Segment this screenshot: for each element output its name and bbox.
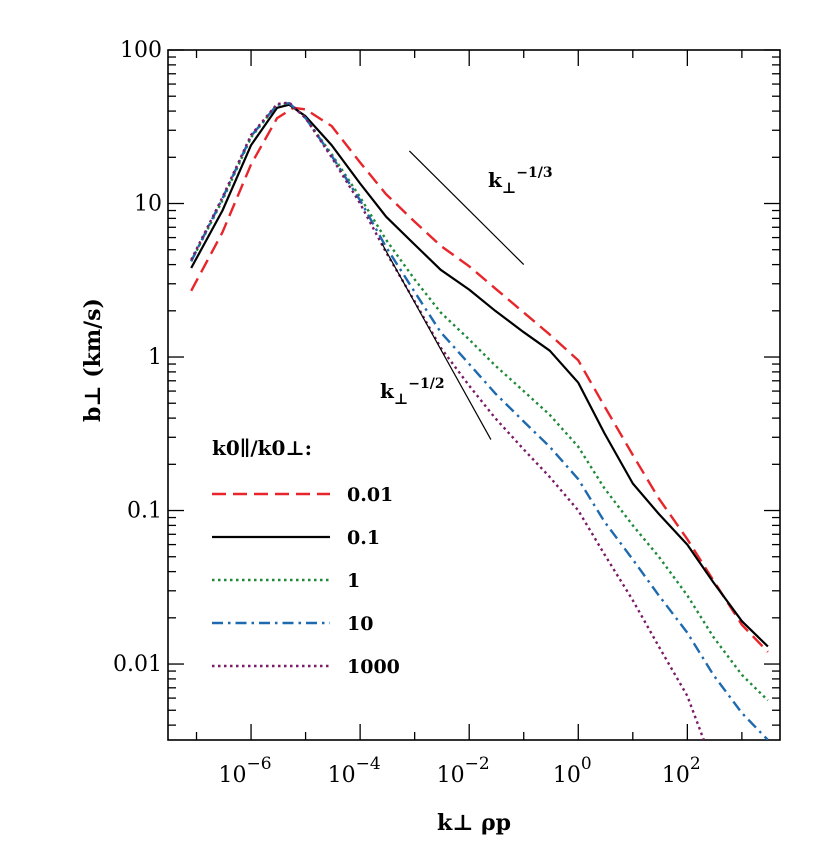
slope-label: k⊥−1/3 bbox=[488, 165, 553, 197]
legend-label: 0.01 bbox=[347, 484, 393, 506]
series-line-0.01 bbox=[190, 106, 769, 653]
series-line-1 bbox=[190, 101, 769, 702]
legend-label: 1 bbox=[347, 570, 360, 592]
y-tick-label: 100 bbox=[120, 38, 162, 63]
series-line-1000 bbox=[190, 101, 705, 740]
tick-marks bbox=[168, 49, 780, 740]
legend-label: 10 bbox=[347, 613, 373, 635]
legend-label: 0.1 bbox=[347, 527, 380, 549]
x-tick-labels: 10−6 10−4 10−2 100 102 bbox=[219, 754, 701, 788]
slope-line bbox=[381, 243, 492, 440]
y-axis-label: b⊥ (km/s) bbox=[80, 298, 106, 422]
legend-label: 1000 bbox=[347, 656, 400, 678]
slope-label: k⊥−1/2 bbox=[380, 376, 445, 408]
axis-labels: k⊥ ρp b⊥ (km/s) bbox=[80, 298, 511, 836]
y-tick-label: 0.01 bbox=[113, 652, 162, 677]
plot-frame bbox=[167, 49, 781, 741]
legend-title: k0∥/k0⊥: bbox=[212, 436, 312, 460]
slope-annotations: k⊥−1/3 k⊥−1/2 bbox=[380, 150, 553, 440]
y-tick-label: 10 bbox=[134, 192, 162, 217]
y-tick-label: 1 bbox=[148, 345, 162, 370]
x-tick-label: 100 bbox=[553, 754, 592, 788]
y-tick-label: 0.1 bbox=[127, 499, 162, 524]
series-line-0.1 bbox=[190, 103, 769, 648]
x-tick-label: 102 bbox=[662, 754, 701, 788]
series-line-10 bbox=[190, 101, 769, 740]
legend: k0∥/k0⊥: 0.01 0.1 1 10 1000 bbox=[212, 436, 400, 678]
x-tick-label: 10−6 bbox=[219, 754, 272, 788]
x-tick-label: 10−2 bbox=[437, 754, 490, 788]
x-tick-label: 10−4 bbox=[328, 754, 381, 788]
y-tick-labels: 100 10 1 0.1 0.01 bbox=[113, 38, 162, 677]
slope-line bbox=[408, 150, 525, 266]
x-axis-label: k⊥ ρp bbox=[437, 810, 511, 836]
series-lines bbox=[190, 101, 769, 740]
